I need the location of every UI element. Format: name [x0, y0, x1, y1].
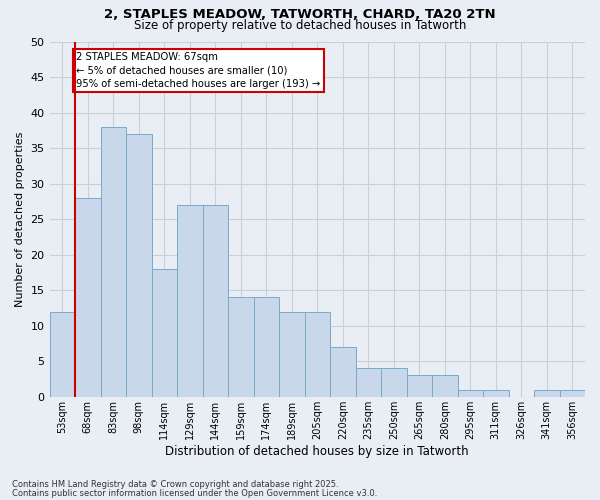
Bar [50, 312, 75, 397]
Bar [75, 198, 101, 397]
Bar [254, 298, 279, 397]
Text: 2, STAPLES MEADOW, TATWORTH, CHARD, TA20 2TN: 2, STAPLES MEADOW, TATWORTH, CHARD, TA20… [104, 8, 496, 20]
Bar [534, 390, 560, 397]
Y-axis label: Number of detached properties: Number of detached properties [15, 132, 25, 307]
Bar [152, 269, 177, 397]
Bar [356, 368, 381, 397]
Bar [381, 368, 407, 397]
Bar [560, 390, 585, 397]
X-axis label: Distribution of detached houses by size in Tatworth: Distribution of detached houses by size … [166, 444, 469, 458]
Bar [330, 347, 356, 397]
Bar [101, 127, 126, 397]
Text: 2 STAPLES MEADOW: 67sqm
← 5% of detached houses are smaller (10)
95% of semi-det: 2 STAPLES MEADOW: 67sqm ← 5% of detached… [76, 52, 320, 88]
Text: Contains public sector information licensed under the Open Government Licence v3: Contains public sector information licen… [12, 488, 377, 498]
Bar [458, 390, 483, 397]
Bar [407, 376, 432, 397]
Text: Contains HM Land Registry data © Crown copyright and database right 2025.: Contains HM Land Registry data © Crown c… [12, 480, 338, 489]
Bar [177, 205, 203, 397]
Bar [203, 205, 228, 397]
Bar [228, 298, 254, 397]
Bar [483, 390, 509, 397]
Bar [279, 312, 305, 397]
Bar [305, 312, 330, 397]
Bar [126, 134, 152, 397]
Bar [432, 376, 458, 397]
Text: Size of property relative to detached houses in Tatworth: Size of property relative to detached ho… [134, 18, 466, 32]
